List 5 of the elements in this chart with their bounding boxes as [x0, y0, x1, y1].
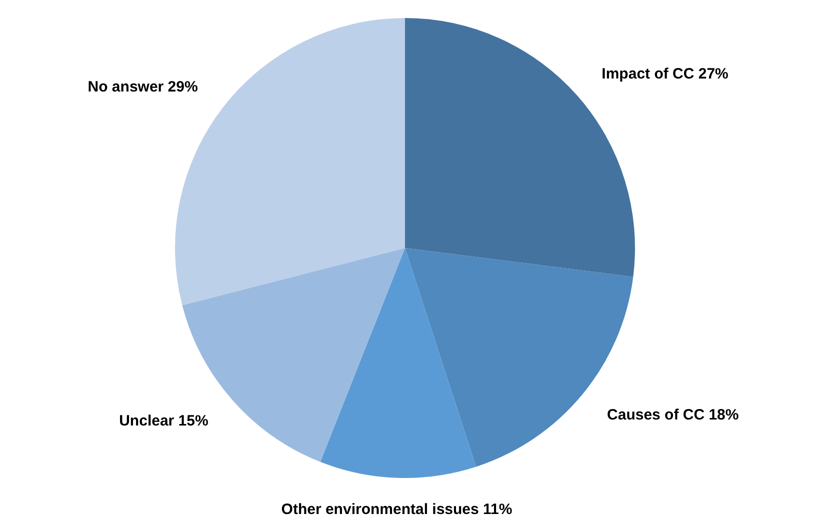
slice-label: Other environmental issues 11% — [281, 501, 512, 518]
slice-label: Causes of CC 18% — [607, 406, 739, 424]
slice-label: Impact of CC 27% — [602, 66, 728, 83]
slice-label: Unclear 15% — [119, 412, 208, 430]
slice-label: No answer 29% — [88, 78, 198, 96]
